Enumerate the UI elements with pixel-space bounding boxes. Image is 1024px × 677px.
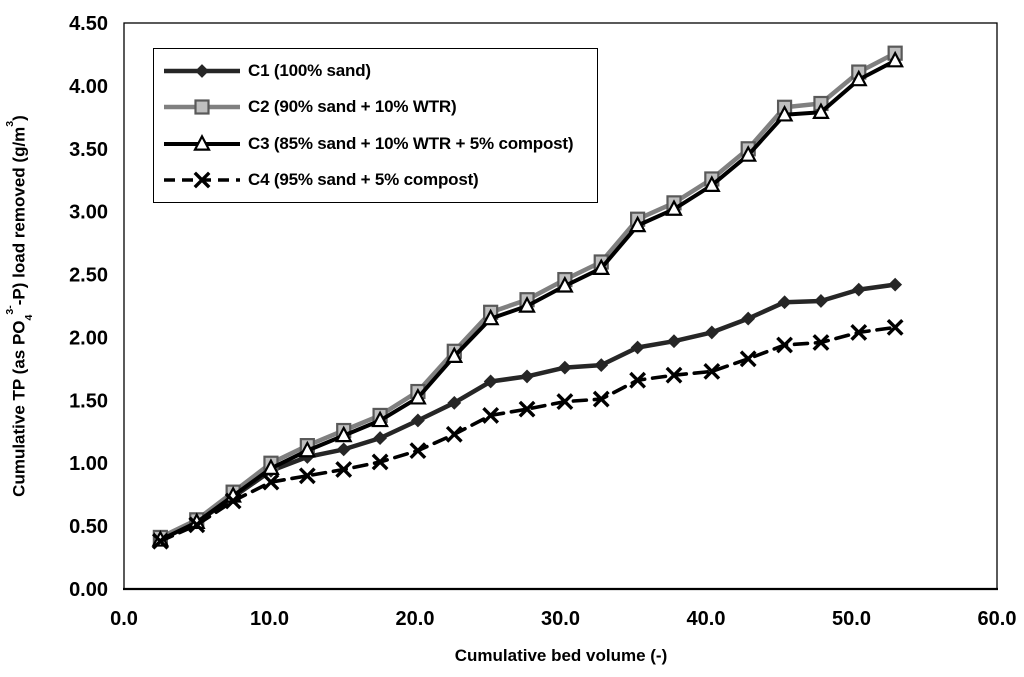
- legend-item-c4: C4 (95% sand + 5% compost): [162, 163, 597, 197]
- marker-x: [262, 473, 280, 491]
- legend-label: C1 (100% sand): [248, 61, 371, 81]
- legend-item-c3: C3 (85% sand + 10% WTR + 5% compost): [162, 127, 597, 161]
- legend-item-c1: C1 (100% sand): [162, 54, 597, 88]
- legend-sample-c2-square-icon: [164, 99, 240, 115]
- marker-x: [739, 350, 757, 368]
- y-tick-label: 4.50: [69, 13, 108, 35]
- marker-diamond: [411, 413, 425, 428]
- marker-x: [371, 453, 389, 471]
- marker-diamond: [373, 431, 387, 445]
- marker-triangle: [334, 425, 353, 443]
- marker-triangle: [886, 50, 904, 68]
- legend-sample-c1-diamond-icon: [164, 64, 240, 79]
- y-tick-label: 2.00: [69, 327, 108, 349]
- marker-x: [298, 467, 316, 485]
- y-axis-title-part: 3-: [4, 305, 17, 315]
- x-axis-title: Cumulative bed volume (-): [454, 646, 668, 665]
- marker-x: [556, 393, 574, 410]
- legend-sample-c4-x-icon: [164, 171, 240, 189]
- marker-diamond: [741, 311, 756, 326]
- marker-diamond: [557, 360, 572, 375]
- marker-triangle: [193, 133, 211, 151]
- legend-label: C4 (95% sand + 5% compost): [248, 169, 479, 189]
- x-tick-label: 60.0: [978, 608, 1017, 630]
- marker-triangle: [849, 69, 868, 87]
- marker-x: [703, 362, 721, 380]
- marker-triangle: [739, 145, 758, 162]
- legend-item-c2: C2 (90% sand + 10% WTR): [162, 90, 597, 124]
- y-tick-label: 0.00: [69, 579, 108, 601]
- y-tick-label: 3.00: [69, 202, 108, 224]
- marker-x: [812, 334, 830, 351]
- y-tick-label: 0.50: [69, 516, 108, 538]
- x-tick-label: 10.0: [250, 608, 289, 630]
- marker-x: [776, 336, 793, 354]
- marker-triangle: [702, 175, 721, 192]
- marker-diamond: [594, 358, 609, 373]
- marker-triangle: [262, 458, 280, 475]
- marker-triangle: [481, 308, 500, 326]
- marker-triangle: [775, 104, 794, 122]
- marker-diamond: [814, 294, 828, 308]
- marker-diamond: [630, 340, 645, 355]
- marker-x: [188, 516, 206, 534]
- y-axis-title-part: -P) load removed (g/m: [9, 126, 29, 306]
- marker-x: [482, 407, 500, 424]
- legend-label: C3 (85% sand + 10% WTR + 5% compost): [248, 133, 574, 153]
- marker-x: [151, 532, 169, 550]
- marker-triangle: [628, 215, 647, 233]
- marker-diamond: [520, 369, 534, 384]
- marker-triangle: [445, 346, 464, 364]
- x-tick-label: 50.0: [832, 608, 871, 630]
- y-tick-label: 2.50: [69, 265, 108, 287]
- marker-triangle: [518, 296, 536, 313]
- x-tick-label: 40.0: [687, 608, 726, 630]
- marker-diamond: [888, 277, 903, 292]
- series-line-c4: [158, 325, 897, 543]
- marker-x: [193, 171, 211, 189]
- y-axis-title-part: 4: [22, 314, 35, 321]
- y-tick-label: 3.50: [69, 139, 108, 161]
- y-tick-label: 4.00: [69, 76, 108, 98]
- marker-diamond: [704, 325, 719, 340]
- marker-triangle: [556, 275, 574, 293]
- y-axis-title-part: ): [9, 115, 29, 121]
- x-tick-label: 0.0: [110, 608, 138, 630]
- marker-diamond: [195, 64, 209, 79]
- marker-x: [224, 492, 242, 510]
- x-tick-label: 20.0: [396, 608, 435, 630]
- marker-diamond: [336, 442, 351, 457]
- marker-x: [629, 371, 647, 389]
- y-tick-label: 1.50: [69, 390, 108, 412]
- marker-triangle: [665, 199, 683, 216]
- marker-x: [445, 425, 463, 443]
- marker-diamond: [483, 374, 498, 389]
- marker-triangle: [371, 410, 389, 428]
- marker-triangle: [592, 258, 611, 275]
- marker-diamond: [777, 295, 792, 310]
- y-tick-label: 1.00: [69, 453, 108, 475]
- marker-x: [335, 461, 353, 478]
- y-axis-title: Cumulative TP (as PO4 3--P) load removed …: [4, 0, 35, 617]
- marker-x: [409, 442, 427, 460]
- marker-x: [518, 400, 536, 418]
- marker-triangle: [812, 102, 830, 120]
- y-axis-title-part: 3: [4, 120, 17, 127]
- legend: C1 (100% sand) C2 (90% sand + 10% WTR) C…: [153, 48, 598, 203]
- marker-x: [886, 318, 904, 336]
- legend-sample-c3-triangle-icon: [164, 133, 240, 151]
- marker-diamond: [851, 282, 866, 297]
- x-tick-label: 30.0: [541, 608, 580, 630]
- marker-diamond: [447, 395, 462, 410]
- marker-triangle: [298, 440, 317, 458]
- marker-square: [194, 99, 210, 115]
- marker-x: [850, 324, 868, 341]
- marker-diamond: [667, 334, 681, 349]
- marker-triangle: [409, 387, 427, 405]
- marker-x: [665, 366, 683, 384]
- y-axis-title-part: Cumulative TP (as PO: [9, 320, 29, 497]
- legend-label: C2 (90% sand + 10% WTR): [248, 97, 457, 117]
- marker-x: [592, 390, 610, 408]
